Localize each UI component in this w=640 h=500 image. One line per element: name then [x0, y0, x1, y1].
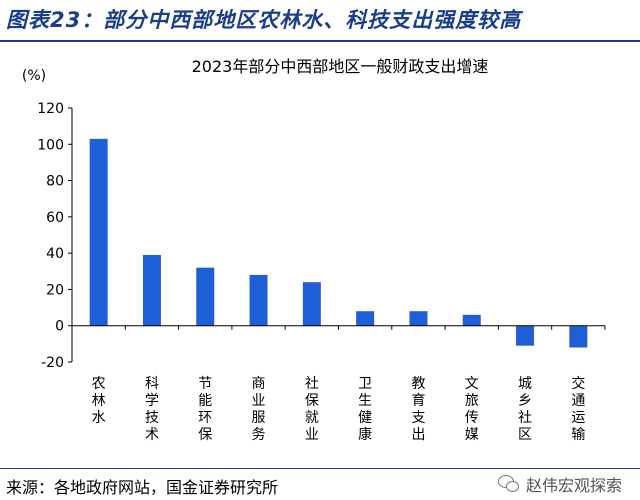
x-category-label: 交通运输 — [571, 375, 585, 443]
x-category-label: 农林水 — [92, 376, 106, 426]
bar — [89, 138, 108, 326]
x-category-label: 卫生健康 — [358, 376, 372, 443]
bar — [196, 267, 215, 326]
figure-title: 图表23：部分中西部地区农林水、科技支出强度较高 — [6, 8, 522, 32]
y-tick-label: -20 — [41, 355, 64, 371]
x-category-label: 社保就业 — [305, 376, 319, 443]
bottom-rule — [0, 468, 640, 469]
bar — [249, 274, 268, 326]
y-axis-unit-label: (%) — [22, 68, 46, 84]
y-tick-label: 40 — [46, 246, 64, 262]
x-category-label: 节能环保 — [198, 376, 212, 443]
bar — [569, 325, 588, 348]
bar — [462, 314, 481, 326]
title-rule — [0, 40, 640, 42]
watermark-text: 赵伟宏观探索 — [525, 476, 622, 495]
bar — [516, 325, 535, 346]
x-category-label: 科学技术 — [145, 376, 159, 443]
x-category-label: 教育支出 — [411, 376, 425, 443]
wechat-icon — [497, 475, 520, 493]
x-category-label: 商业服务 — [252, 376, 266, 443]
y-tick-label: 80 — [46, 174, 64, 190]
bar — [302, 282, 321, 326]
bar-chart: 2023年部分中西部地区一般财政支出增速 (%) -20 0 20 40 60 80 100… — [22, 57, 606, 443]
y-tick-label: 60 — [46, 210, 64, 226]
watermark: 赵伟宏观探索 — [497, 472, 622, 496]
y-tick-label: 100 — [37, 137, 64, 153]
bar — [142, 254, 161, 326]
bar — [356, 311, 375, 326]
bar — [409, 311, 428, 326]
chart-title: 2023年部分中西部地区一般财政支出增速 — [192, 57, 489, 76]
y-tick-label: 120 — [37, 101, 64, 117]
y-tick-label: 20 — [46, 282, 64, 298]
x-category-label: 城乡社区 — [518, 376, 532, 443]
y-tick-label: 0 — [55, 319, 64, 335]
plot-area: -20 0 20 40 60 80 100 120 农林水 科学技术 节能环保 商业服务 社保就业 卫生健… — [37, 101, 606, 443]
source-note: 来源：各地政府网站，国金证券研究所 — [6, 478, 279, 497]
x-category-label: 文旅传媒 — [465, 376, 479, 443]
